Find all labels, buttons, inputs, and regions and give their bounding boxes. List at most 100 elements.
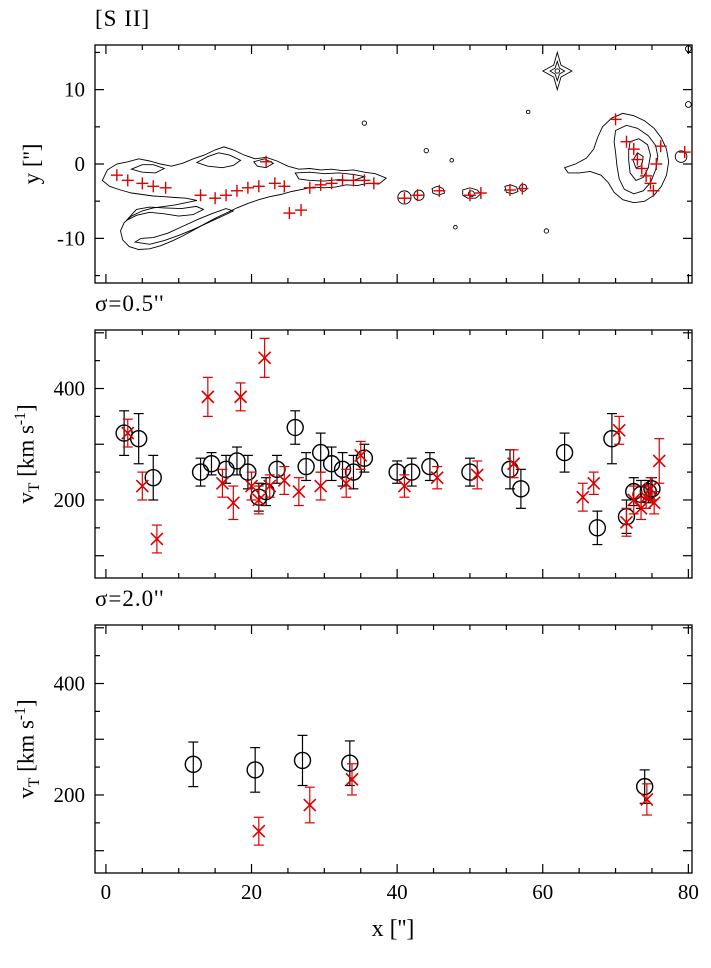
y-tick-label: 400 [54,377,86,401]
contour-east-streak [125,205,205,221]
contour-knot-f [519,183,528,192]
cross-marker [303,798,317,812]
cross-marker [619,515,634,529]
circle-marker [286,418,304,437]
cross-marker [647,496,661,510]
x-tick-label: 60 [532,880,553,904]
cross-marker [244,479,259,493]
contour-west-inner-2 [628,138,651,181]
y-tick-label: 200 [54,488,86,512]
cross-marker [587,476,601,490]
contour-speck-e [543,228,550,234]
circle-marker [403,463,421,481]
cross-marker [397,479,411,493]
vt-post: ] [13,699,39,708]
x-tick-label: 20 [241,880,262,904]
x-tick-label: 40 [387,880,408,904]
contour-knot-d-core [468,190,475,198]
y-axis-label-vt-bottom: vT [km s-1] [12,699,44,798]
panel-title-sigma-20: σ=2.0'' [95,586,165,611]
cross-marker [215,476,229,490]
contour-speck-d [525,109,531,115]
panel-title-sii: [S II] [95,6,151,31]
circle-marker [388,463,406,481]
x-tick-label: 0 [101,880,112,904]
cross-marker [314,479,328,493]
circle-marker [643,480,661,498]
contour-star-outer [541,50,573,92]
cross-marker [652,454,666,468]
circle-marker [512,480,530,498]
y-axis-label-top-text: y [''] [19,143,44,185]
circle-marker [297,457,315,476]
circle-marker [184,755,202,774]
circle-marker [588,519,607,537]
y-tick-label: 400 [54,672,86,696]
contour-east-inner-left [130,164,166,174]
y-tick-label: 0 [75,152,86,176]
cross-marker [640,792,654,807]
contour-west-lobe-outer [563,112,670,204]
contour-strip-inner [294,171,367,182]
cross-marker [252,493,266,507]
panel-border [94,329,693,579]
circle-marker [191,463,210,481]
circle-marker [228,452,246,470]
vt-post: ] [13,404,39,413]
circle-marker [555,443,574,462]
vt-sup: -1 [11,412,29,426]
circle-marker [355,449,374,467]
contour-speck-b [423,147,429,154]
contour-east-loop-inner [133,208,235,245]
contour-east-inner-ridge [195,152,242,169]
panel-border [94,624,693,874]
cross-marker [277,473,291,488]
contour-east-inner-mid [252,158,275,169]
vt-sub: T [26,777,44,788]
cross-marker [135,479,149,493]
x-tick-label: 80 [678,880,699,904]
cross-marker [643,482,658,496]
circle-marker [311,443,330,462]
y-tick-label: 200 [54,783,86,807]
circle-marker [322,455,341,473]
circle-marker [246,761,264,779]
cross-marker [150,532,164,546]
contour-knot-d [462,187,482,199]
y-tick-label: -10 [57,226,85,250]
cross-marker [627,493,641,507]
cross-marker [252,824,266,838]
vt-pre: v [13,787,39,799]
cross-marker [292,485,306,499]
y-axis-label-vt-middle: vT [km s-1] [12,404,44,503]
x-axis-label: x [''] [371,916,415,942]
cross-marker [263,479,277,493]
y-tick-label: 10 [64,78,85,102]
cross-marker [612,423,626,437]
cross-marker [430,471,444,485]
circle-marker [461,463,479,481]
contour-speck-g [685,45,692,53]
panel-2: 200 400 [54,329,693,579]
circle-marker [635,777,654,796]
circle-marker [341,754,359,772]
panel-border [94,44,693,284]
circle-marker [603,429,621,448]
contour-speck-c [449,158,454,163]
circle-marker [257,482,275,501]
cross-marker [201,390,215,404]
circle-marker [129,429,148,448]
contour-knot-c [431,185,446,196]
cross-marker [345,772,359,786]
y-axis-label-top: y [''] [19,144,45,185]
cross-marker [634,501,648,515]
vt-sup: -1 [11,707,29,721]
cross-marker [470,468,484,482]
cross-marker [576,490,590,504]
circle-marker [293,751,312,770]
contour-east-lobe-outer [101,146,388,250]
circle-marker [268,460,286,479]
cross-marker [121,426,135,440]
